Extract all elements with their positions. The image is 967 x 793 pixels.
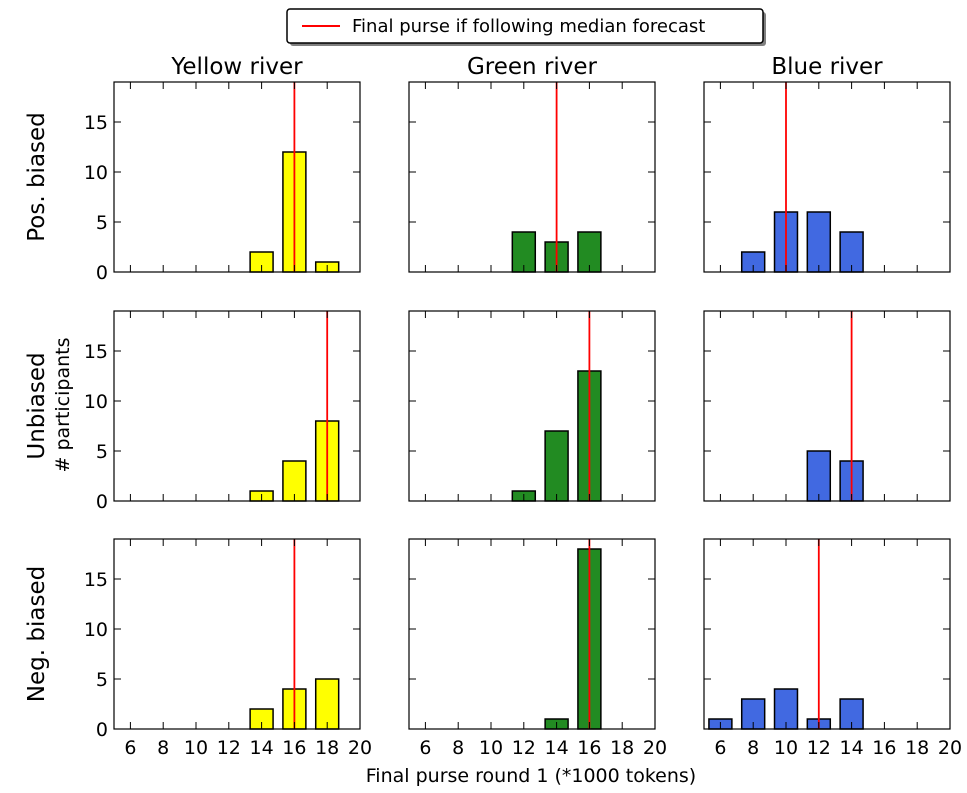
x-tick-label: 8 [747,737,759,759]
panel-neg-biased-green-river: 6 8 10 12 14 16 18 20 [408,538,667,759]
axes-frame [408,538,656,730]
x-tick-label: 16 [577,737,601,759]
x-tick-label: 14 [840,737,864,759]
legend: Final purse if following median forecast [286,8,766,46]
legend-box [286,8,764,44]
x-tick-label: 10 [479,737,503,759]
x-tick-label: 18 [905,737,929,759]
x-tick-label: 6 [124,737,136,759]
column-title: Blue river [771,54,883,80]
panel-unbiased-yellow-river: 0 5 10 15 Unbiased [24,310,361,513]
y-tick-label: 10 [84,391,108,413]
x-tick-label: 8 [452,737,464,759]
x-tick-label: 18 [315,737,339,759]
y-tick-label: 15 [84,569,108,591]
bar [314,678,340,730]
x-tick-label: 20 [938,737,962,759]
x-tick-label: 20 [348,737,372,759]
x-tick-label: 6 [714,737,726,759]
x-tick-label: 18 [610,737,634,759]
axes-frame [703,538,951,730]
shared-x-axis-label: Final purse round 1 (*1000 tokens) [366,765,696,787]
x-tick-label: 14 [250,737,274,759]
y-tick-label: 15 [84,341,108,363]
axes-frame [703,310,951,502]
x-tick-label: 10 [184,737,208,759]
y-tick-label: 5 [96,212,108,234]
x-tick-label: 6 [419,737,431,759]
axes-frame [113,310,361,502]
panel-neg-biased-yellow-river: 0 5 10 15 6 8 10 12 14 16 18 20 Neg. biased [24,538,372,759]
shared-y-axis-label: # participants [52,337,74,472]
plots-layer: 0 5 10 15 Yellow river Pos. biased Green river… [24,54,962,759]
x-tick-label: 16 [872,737,896,759]
bar [806,211,832,273]
panel-unbiased-green-river [408,310,656,502]
axes-frame [408,81,656,273]
y-tick-label: 15 [84,112,108,134]
legend-label: Final purse if following median forecast [352,16,705,37]
x-tick-label: 10 [774,737,798,759]
x-tick-label: 12 [807,737,831,759]
bar [544,430,569,502]
y-tick-label: 5 [96,669,108,691]
row-label: Unbiased [24,352,50,459]
panel-pos-biased-blue-river: Blue river [703,54,951,273]
x-tick-label: 20 [643,737,667,759]
x-tick-label: 16 [282,737,306,759]
y-tick-label: 0 [96,262,108,284]
x-tick-label: 12 [217,737,241,759]
x-tick-label: 8 [157,737,169,759]
y-tick-label: 10 [84,162,108,184]
column-title: Green river [467,54,598,80]
panel-unbiased-blue-river [703,310,951,502]
axes-frame [408,310,656,502]
row-label: Pos. biased [24,112,50,242]
y-tick-label: 0 [96,719,108,741]
x-tick-label: 14 [545,737,569,759]
axes-frame [703,81,951,273]
panel-pos-biased-yellow-river: 0 5 10 15 Yellow river Pos. biased [24,54,361,284]
y-tick-label: 5 [96,441,108,463]
column-title: Yellow river [170,54,303,80]
y-tick-label: 0 [96,491,108,513]
bar [806,450,832,502]
y-tick-label: 10 [84,619,108,641]
panel-pos-biased-green-river: Green river [408,54,656,273]
axes-frame [113,81,361,273]
panel-neg-biased-blue-river: 6 8 10 12 14 16 18 20 [703,538,962,759]
axes-frame [113,538,361,730]
row-label: Neg. biased [24,566,50,702]
x-tick-label: 12 [512,737,536,759]
